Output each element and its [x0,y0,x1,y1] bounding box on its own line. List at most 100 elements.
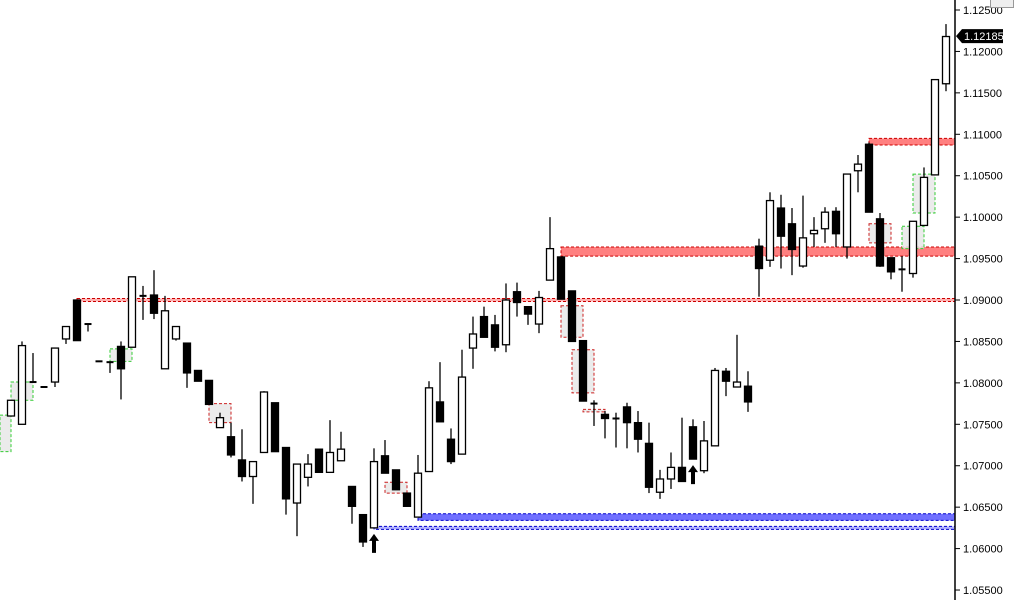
candle-body-bearish [314,448,324,474]
price-axis-label: 1.11000 [963,129,1002,141]
candle [226,422,236,458]
current-price-label: 1.12185 [964,31,1004,43]
candle [204,379,214,406]
candle-body-bullish [655,478,665,493]
candle [369,448,379,529]
candle [446,428,456,465]
demand-zone [417,513,956,521]
candle [798,195,808,268]
candle-body-bullish [941,35,951,85]
candle-body-bullish [765,199,775,261]
candle [127,276,137,348]
candle-body-bullish [325,451,335,474]
candle [842,173,852,259]
candle-body-bearish [116,345,126,370]
candle [556,256,566,300]
price-axis-label: 1.07000 [963,461,1003,473]
candle-body-bearish [787,223,797,251]
candle-body-bullish [369,460,379,529]
candle [50,347,60,388]
candle-body-bullish [303,463,313,478]
candle [567,290,577,343]
candle [237,429,247,482]
candle [6,399,16,417]
candle [468,316,478,369]
candle-body-bullish [908,220,918,275]
candle-body-bearish [281,446,291,500]
candle-body-bullish [930,78,940,176]
candle [182,342,192,388]
candle-body-bearish [182,342,192,374]
candle [699,420,709,474]
candle-body-bullish [710,369,720,447]
candle [215,412,225,429]
candle-body-bearish [677,466,687,483]
candle-body-bearish [578,339,588,402]
candle-body-bearish [721,370,731,382]
chart-corner-button[interactable] [990,0,1014,8]
candle-body-bullish [457,376,467,455]
candle-body-bullish [798,237,808,267]
candle [754,238,764,297]
candle-body-bullish [259,391,269,454]
candle-body-bearish [567,290,577,343]
candle [314,448,324,474]
demand-level-line [373,525,956,530]
candle [787,208,797,276]
arrow-up-icon [369,533,379,553]
candle-body-bearish [204,379,214,406]
candle-body-bullish [732,381,742,388]
candle-body-bearish [743,385,753,403]
candle-body-bullish [424,387,434,473]
candle-body-bearish [380,455,390,474]
candle [600,411,610,439]
candle-body-bearish [391,469,401,491]
candle [732,334,742,388]
candle-body-bearish [270,402,280,453]
candle-body-bullish [17,344,27,425]
candle [930,78,940,176]
candle-body-bullish [699,440,709,472]
candle-body-bearish [776,207,786,237]
price-axis-label: 1.09000 [963,295,1003,307]
price-axis-label: 1.05500 [963,585,1003,597]
candle-body-bearish [226,436,236,456]
candle [886,257,896,280]
price-axis-label: 1.08500 [963,336,1003,348]
candle-body-bullish [50,347,60,383]
price-axis-label: 1.11500 [963,88,1002,100]
candle [292,463,302,537]
candle [864,142,874,213]
candle-body-bullish [809,229,819,235]
candle [139,285,147,320]
candle [281,446,291,515]
candle [919,167,929,227]
candle [347,485,357,524]
price-axis-label: 1.06500 [963,502,1003,514]
candle [545,217,555,281]
candle [358,513,368,547]
candle [721,367,731,397]
supply-zone [868,137,956,146]
price-axis-label: 1.10000 [963,212,1003,224]
candle-body-bearish [402,492,412,507]
candle [72,299,82,342]
candle [270,402,280,453]
candle [303,454,313,487]
candle [259,391,269,454]
candle [479,306,489,338]
candle-body-bullish [160,310,170,370]
candle-body-bearish [193,369,203,382]
candle-body-bullish [61,325,71,340]
candle-body-bearish [446,438,456,463]
candle-body-bearish [512,291,522,304]
candle-body-bearish [600,413,610,420]
price-axis-label: 1.10500 [963,171,1003,183]
candle-body-bullish [501,299,511,346]
candle-body-bullish [248,460,258,478]
candle [457,349,467,455]
candle [875,213,885,267]
candle-body-bearish [237,459,247,478]
candle [898,256,906,292]
candle [534,290,544,334]
